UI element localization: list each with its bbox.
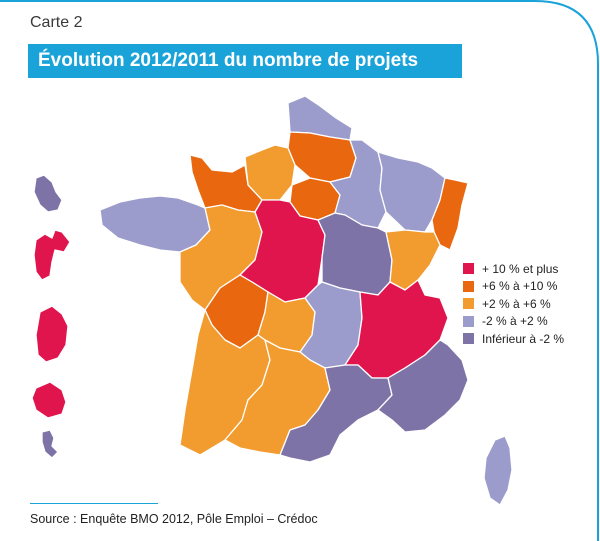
- legend-item: + 10 % et plus: [463, 260, 564, 278]
- region-paca: [377, 339, 469, 433]
- legend-item: +2 % à +6 %: [463, 295, 564, 313]
- legend-swatch: [463, 298, 474, 310]
- legend-item: +6 % à +10 %: [463, 278, 564, 296]
- region-corse: [483, 435, 513, 506]
- source-divider: [30, 503, 158, 504]
- map-title: Évolution 2012/2011 du nombre de projets: [28, 44, 462, 78]
- region-bourgogne: [317, 212, 393, 296]
- region-alsace: [431, 177, 469, 251]
- region-guyane: [35, 305, 69, 363]
- region-picardie: [287, 131, 357, 183]
- map-label: Carte 2: [30, 14, 83, 31]
- region-languedoc-roussillon: [279, 364, 393, 463]
- legend-swatch: [463, 263, 474, 275]
- region-martinique: [33, 174, 63, 213]
- region-bretagne: [99, 195, 211, 253]
- region-reunion: [31, 381, 67, 419]
- legend-item: Inférieur à -2 %: [463, 330, 564, 348]
- legend-label: Inférieur à -2 %: [482, 331, 565, 346]
- legend-item: -2 % à +2 %: [463, 313, 564, 331]
- region-guadeloupe: [33, 229, 71, 281]
- legend: + 10 % et plus +6 % à +10 % +2 % à +6 % …: [463, 260, 564, 348]
- legend-label: +2 % à +6 %: [482, 296, 551, 311]
- region-franche-comte: [385, 229, 441, 291]
- legend-swatch: [463, 333, 474, 345]
- legend-label: + 10 % et plus: [482, 261, 559, 276]
- legend-label: -2 % à +2 %: [482, 314, 548, 329]
- legend-label: +6 % à +10 %: [482, 279, 558, 294]
- region-mayotte: [41, 429, 59, 459]
- legend-swatch: [463, 280, 474, 292]
- legend-swatch: [463, 315, 474, 327]
- source-note: Source : Enquête BMO 2012, Pôle Emploi –…: [30, 512, 318, 526]
